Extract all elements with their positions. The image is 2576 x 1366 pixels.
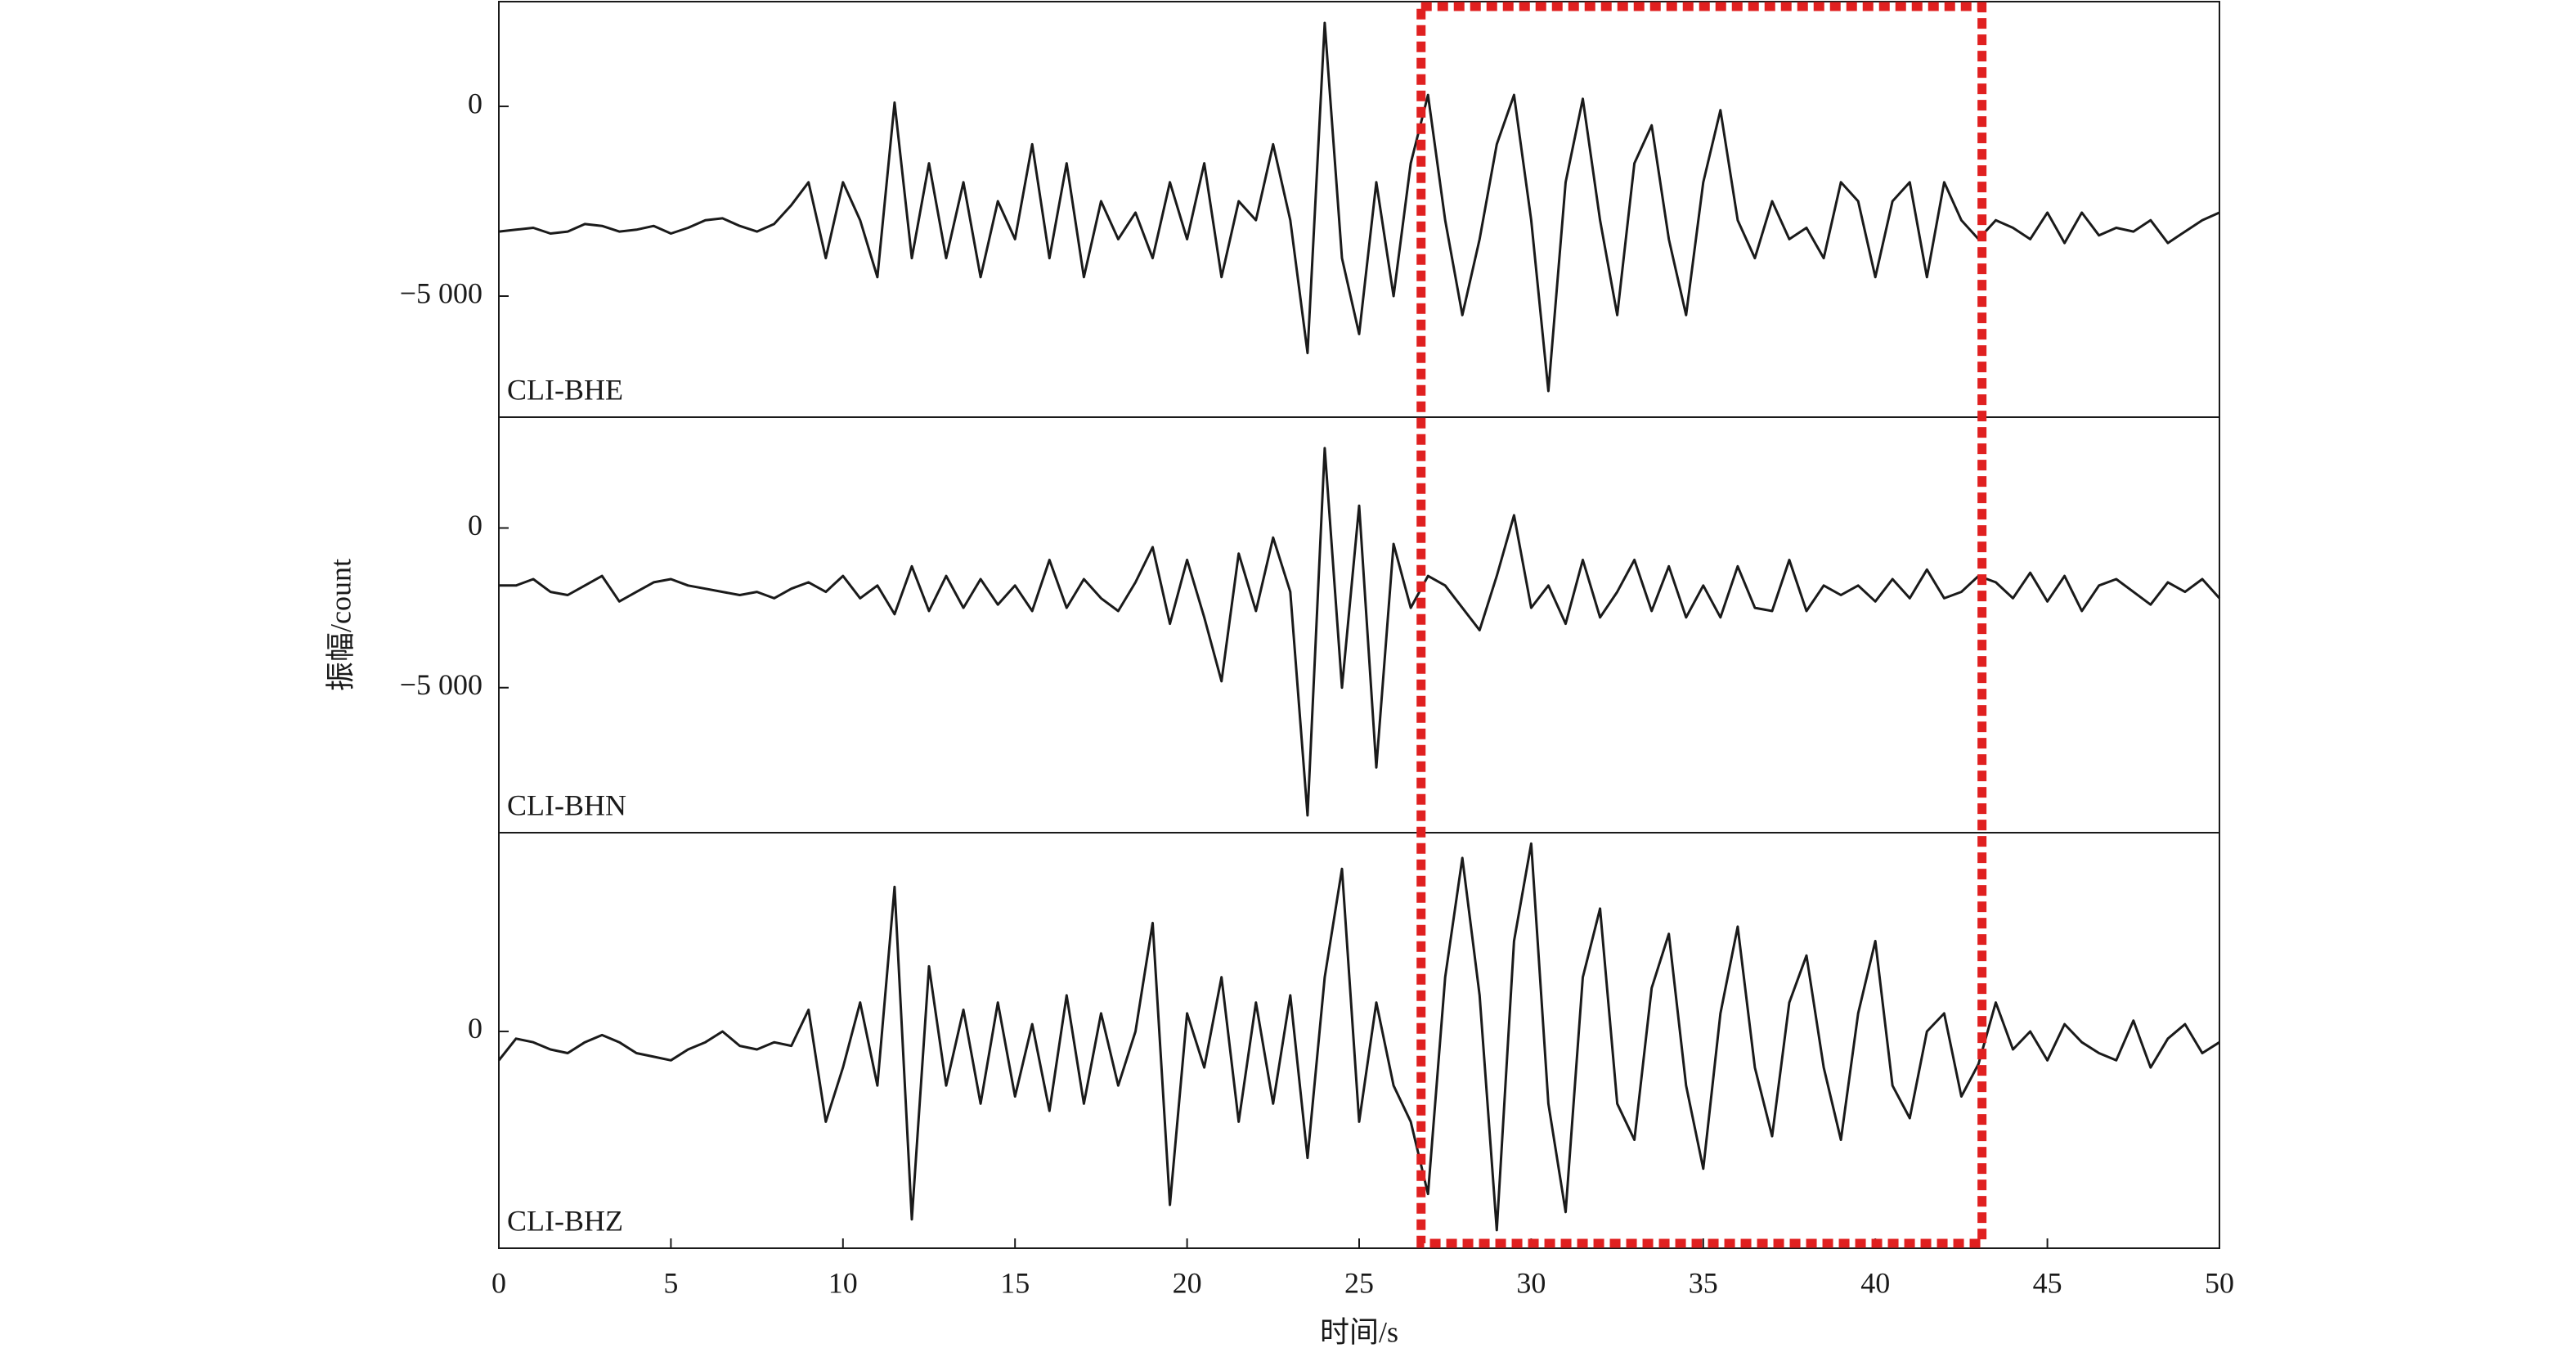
y-tick-label: −5 000 — [400, 276, 482, 309]
x-tick-label: 50 — [2205, 1266, 2234, 1299]
panel-label: CLI-BHZ — [507, 1204, 623, 1237]
x-tick-label: 5 — [663, 1266, 678, 1299]
waveform — [497, 842, 2220, 1232]
panel-frame — [498, 416, 2220, 834]
x-tick-label: 30 — [1516, 1266, 1546, 1299]
x-tick-label: 20 — [1173, 1266, 1202, 1299]
x-tick-label: 15 — [1000, 1266, 1030, 1299]
waveform — [499, 447, 2221, 817]
highlight-box — [1416, 2, 1987, 1248]
y-tick-label: 0 — [468, 1012, 482, 1045]
panel-frame — [498, 832, 2220, 1249]
y-tick-label: −5 000 — [400, 668, 482, 701]
x-tick-label: 10 — [828, 1266, 858, 1299]
panel-label: CLI-BHE — [507, 373, 623, 406]
x-axis-label: 时间/s — [1320, 1315, 1398, 1348]
x-tick-label: 25 — [1344, 1266, 1374, 1299]
x-tick-label: 40 — [1860, 1266, 1890, 1299]
panel-label: CLI-BHN — [507, 789, 626, 821]
x-tick-label: 0 — [491, 1266, 506, 1299]
y-tick-label: 0 — [468, 509, 482, 541]
y-axis-label: 振幅/count — [324, 559, 357, 691]
x-tick-label: 45 — [2033, 1266, 2062, 1299]
x-tick-label: 35 — [1689, 1266, 1718, 1299]
panel-frame — [498, 1, 2220, 418]
y-tick-label: 0 — [468, 87, 482, 119]
waveform — [498, 21, 2220, 393]
